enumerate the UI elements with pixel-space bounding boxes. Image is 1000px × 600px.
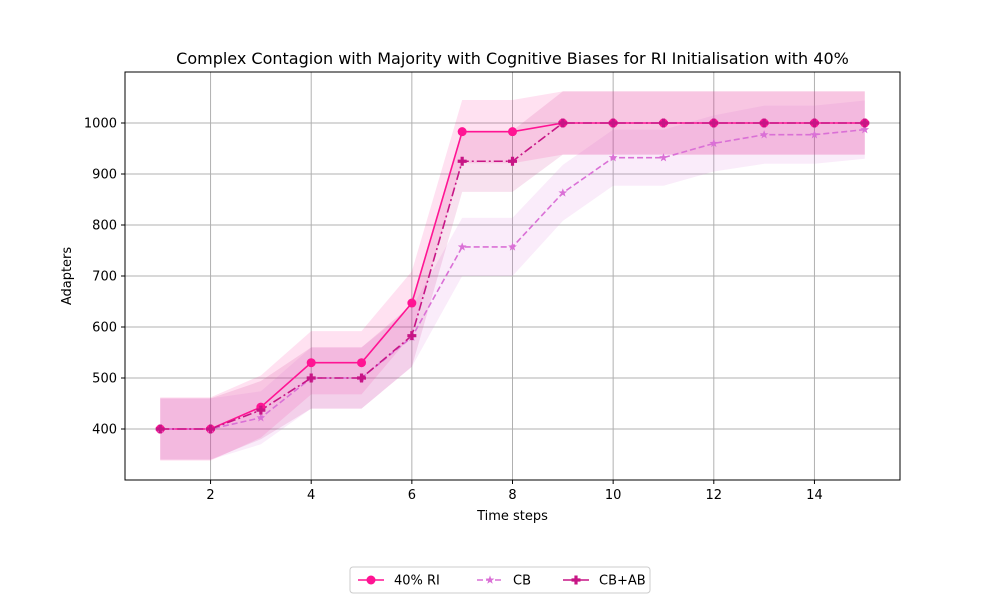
y-axis: 400 500 600 700 800 900 1000 [84,117,125,438]
y-tick-label: 1000 [84,117,117,132]
legend-marker-cb [485,575,495,584]
point-cb [256,413,266,422]
point-cb [810,130,819,139]
legend-marker-40-ri [366,575,376,585]
y-tick-label: 500 [92,372,117,387]
point-40-ri [508,127,517,137]
point-cb-ab [860,118,870,128]
point-cb-ab [357,373,367,383]
point-40-ri [407,298,417,308]
legend-label-cb-ab: CB+AB [599,574,646,589]
legend-label-cb: CB [513,574,531,589]
band-cb-ab [160,91,865,460]
y-tick-label: 600 [92,321,117,336]
legend-label-40-ri: 40% RI [394,574,440,589]
point-cb [558,188,568,197]
point-cb-ab [155,424,165,434]
x-axis: 2 4 6 8 10 12 14 [206,480,823,503]
point-cb-ab [256,405,266,415]
x-tick-label: 4 [307,488,315,503]
point-cb [457,242,467,251]
grid [125,72,900,480]
point-cb [659,153,668,162]
y-tick-label: 700 [92,270,117,285]
point-cb-ab [206,424,216,434]
x-tick-label: 6 [408,488,416,503]
point-cb [759,130,769,139]
band-cb [160,100,865,460]
point-cb-ab [608,118,618,128]
point-cb-ab [306,373,316,383]
series-markers [155,118,870,434]
x-axis-label: Time steps [476,509,548,524]
y-axis-label: Adapters [60,247,75,306]
point-cb-ab [508,156,517,166]
legend-marker-cb-ab [571,575,581,585]
point-cb [860,125,870,134]
point-cb-ab [457,156,467,166]
x-tick-label: 10 [605,488,622,503]
x-tick-label: 2 [206,488,214,503]
y-tick-label: 900 [92,168,117,183]
point-cb [709,138,719,148]
point-cb [608,153,618,162]
y-tick-label: 800 [92,219,117,234]
chart-title: Complex Contagion with Majority with Cog… [176,49,849,68]
confidence-bands [160,91,865,461]
point-cb-ab [658,118,668,128]
band-40-ri [160,91,865,461]
point-cb-ab [759,118,769,128]
point-cb-ab [558,118,568,128]
point-40-ri [457,127,467,137]
legend: 40% RI CB CB+AB [349,566,651,594]
x-tick-label: 8 [508,488,516,503]
x-tick-label: 12 [706,488,723,503]
point-cb-ab [407,331,417,341]
point-cb [508,242,517,251]
point-cb-ab [809,118,819,128]
x-tick-label: 14 [806,488,823,503]
point-40-ri [306,358,316,368]
point-cb-ab [709,118,719,128]
point-40-ri [357,358,367,368]
y-tick-label: 400 [92,423,117,438]
